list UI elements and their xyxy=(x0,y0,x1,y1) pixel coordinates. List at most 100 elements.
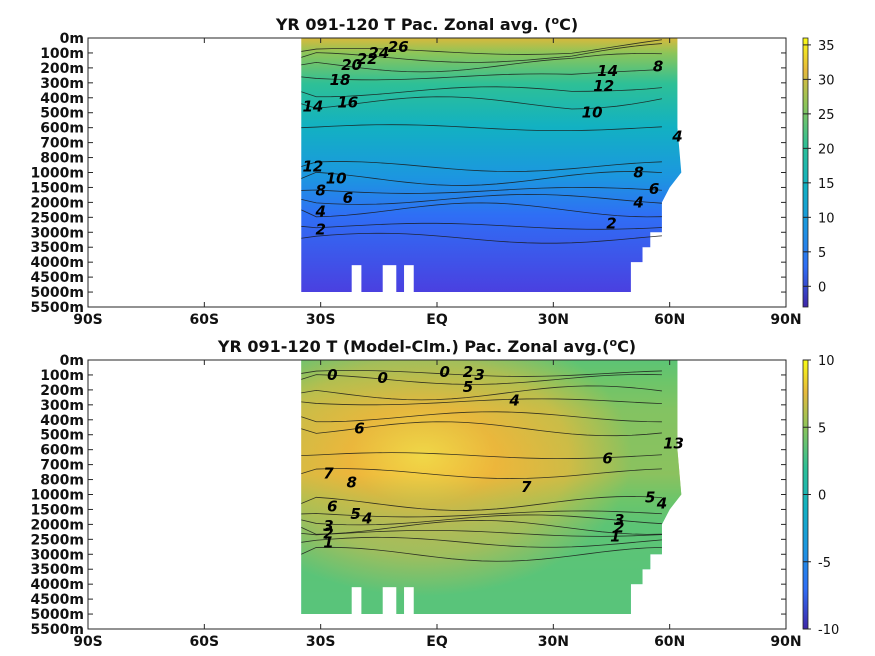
title-main: YR 091-120 T (Model-Clm.) Pac. Zonal avg… xyxy=(217,337,610,356)
x-tick-label: 30N xyxy=(538,634,569,650)
contour-label: 4 xyxy=(632,193,643,211)
y-tick-label: 100m xyxy=(40,368,84,384)
y-tick-label: 300m xyxy=(40,398,84,414)
contour-line xyxy=(301,514,662,526)
contour-label: 6 xyxy=(343,189,353,207)
chart-title: YR 091-120 T (Model-Clm.) Pac. Zonal avg… xyxy=(217,336,636,357)
contour-label: 5 xyxy=(350,505,360,523)
y-tick-label: 2000m xyxy=(30,195,84,211)
contour-label: 1 xyxy=(323,533,333,551)
contour-label: 12 xyxy=(593,77,614,95)
contour-line xyxy=(301,194,662,205)
x-tick-label: 30S xyxy=(306,634,336,650)
y-tick-label: 400m xyxy=(40,413,84,429)
y-tick-label: 1000m xyxy=(30,488,84,504)
y-tick-label: 600m xyxy=(40,443,84,459)
seafloor-gap xyxy=(351,587,362,615)
contour-label: 2 xyxy=(463,363,473,381)
y-tick-label: 100m xyxy=(40,46,84,62)
contour-label: 18 xyxy=(330,71,351,89)
y-tick-label: 0m xyxy=(60,31,84,47)
colorbar-tick-label: 35 xyxy=(818,39,835,54)
contour-line xyxy=(301,86,662,98)
y-tick-label: 300m xyxy=(40,76,84,92)
contour-label: 6 xyxy=(354,420,364,438)
y-tick-label: 5500m xyxy=(30,300,84,316)
contour-line xyxy=(301,43,662,63)
contour-label: 6 xyxy=(649,180,659,198)
contour-label: 3 xyxy=(474,366,484,384)
contour-line xyxy=(301,39,662,55)
x-tick-label: 60N xyxy=(654,312,685,328)
y-tick-label: 1500m xyxy=(30,180,84,196)
contour-label: 4 xyxy=(508,391,519,409)
y-tick-label: 3000m xyxy=(30,225,84,241)
colorbar-tick-label: 0 xyxy=(818,489,826,504)
colorbar-tick-label: 10 xyxy=(818,211,835,226)
colorbar-tick-label: 5 xyxy=(818,246,826,261)
contour-label: 2 xyxy=(606,214,616,232)
y-tick-label: 4000m xyxy=(30,577,84,593)
x-tick-label: 90S xyxy=(73,312,103,328)
colorbar-tick-label: 0 xyxy=(818,280,826,295)
contour-label: 0 xyxy=(377,369,387,387)
y-tick-label: 5000m xyxy=(30,607,84,623)
colorbar-tick-label: 10 xyxy=(818,354,835,369)
contour-line xyxy=(301,510,662,518)
contour-line xyxy=(301,546,662,562)
contour-line xyxy=(301,529,662,537)
colorbar-tick-label: 5 xyxy=(818,421,826,436)
x-tick-label: 60S xyxy=(190,634,220,650)
y-tick-label: 3500m xyxy=(30,562,84,578)
contour-line xyxy=(301,374,662,385)
contour-label: 14 xyxy=(597,62,618,80)
contour-line xyxy=(301,124,662,132)
contour-label: 1 xyxy=(610,527,620,545)
contour-label: 24 xyxy=(368,44,389,62)
contour-label: 3 xyxy=(614,511,624,529)
contour-label: 2 xyxy=(323,524,333,542)
x-tick-label: 60S xyxy=(190,312,220,328)
y-tick-label: 800m xyxy=(40,473,84,489)
y-tick-label: 600m xyxy=(40,121,84,137)
contour-label: 8 xyxy=(653,57,663,75)
y-tick-label: 4500m xyxy=(30,592,84,608)
contour-label: 6 xyxy=(327,497,337,515)
contour-label: 22 xyxy=(357,50,378,68)
contour-line xyxy=(301,411,662,423)
x-tick-label: 90N xyxy=(770,312,801,328)
panel-2: YR 091-120 T (Model-Clm.) Pac. Zonal avg… xyxy=(30,336,839,651)
colorbar-tick-label: 30 xyxy=(818,73,835,88)
y-tick-label: 200m xyxy=(40,61,84,77)
y-tick-label: 0m xyxy=(60,353,84,369)
contour-line xyxy=(301,496,662,511)
y-tick-label: 700m xyxy=(40,458,84,474)
seafloor-gap xyxy=(404,265,414,293)
title-superscript: o xyxy=(552,14,560,27)
contour-label: 4 xyxy=(361,509,372,527)
contour-label: 8 xyxy=(315,181,325,199)
title-unit: C) xyxy=(617,337,636,356)
contour-label: 5 xyxy=(645,488,655,506)
contour-line xyxy=(301,222,662,230)
x-tick-label: 60N xyxy=(654,634,685,650)
y-tick-label: 200m xyxy=(40,383,84,399)
seafloor-gap xyxy=(404,587,414,615)
contour-label: 5 xyxy=(463,378,473,396)
y-tick-label: 3000m xyxy=(30,547,84,563)
colorbar-tick-label: 15 xyxy=(818,177,835,192)
y-tick-label: 2000m xyxy=(30,517,84,533)
panel-1: YR 091-120 T Pac. Zonal avg. (oC)2624222… xyxy=(30,14,834,329)
contour-label: 10 xyxy=(582,104,603,122)
x-tick-label: EQ xyxy=(426,312,448,328)
contour-line xyxy=(301,202,662,218)
title-unit: C) xyxy=(559,15,578,34)
contour-label: 13 xyxy=(663,435,684,453)
contour-line xyxy=(301,385,662,401)
seafloor-gap xyxy=(382,265,397,293)
contour-label: 8 xyxy=(633,164,643,182)
seafloor-gap xyxy=(382,587,397,615)
contour-line xyxy=(301,161,662,172)
contour-line xyxy=(301,398,662,406)
